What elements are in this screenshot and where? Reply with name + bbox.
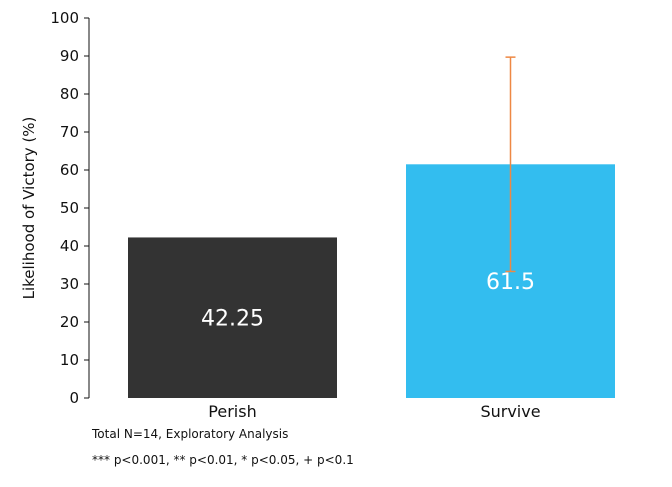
sample-size-note: Total N=14, Exploratory Analysis	[91, 427, 288, 441]
y-tick-label: 50	[60, 199, 79, 217]
x-category-label: Survive	[480, 402, 540, 421]
bar-value-label: 42.25	[201, 307, 264, 332]
x-category-label: Perish	[208, 402, 256, 421]
y-tick-label: 0	[69, 389, 79, 407]
y-tick-label: 40	[60, 237, 79, 255]
y-axis-title: Likelihood of Victory (%)	[20, 117, 38, 300]
category-labels: Perish Survive	[208, 402, 540, 421]
y-axis: 0 10 20 30 40 50 60 70 80 90 100	[50, 9, 90, 407]
significance-legend-note: *** p<0.001, ** p<0.01, * p<0.05, + p<0.…	[92, 453, 354, 467]
bar-perish	[128, 237, 337, 398]
y-tick-label: 100	[50, 9, 79, 27]
y-tick-label: 70	[60, 123, 79, 141]
y-tick-label: 90	[60, 47, 79, 65]
footnotes: Total N=14, Exploratory Analysis *** p<0…	[91, 427, 354, 467]
y-tick-label: 20	[60, 313, 79, 331]
bar-value-label: 61.5	[486, 270, 535, 295]
y-tick-label: 30	[60, 275, 79, 293]
y-tick-label: 10	[60, 351, 79, 369]
y-tick-label: 60	[60, 161, 79, 179]
bars: 42.25 61.5	[128, 56, 615, 398]
y-tick-label: 80	[60, 85, 79, 103]
